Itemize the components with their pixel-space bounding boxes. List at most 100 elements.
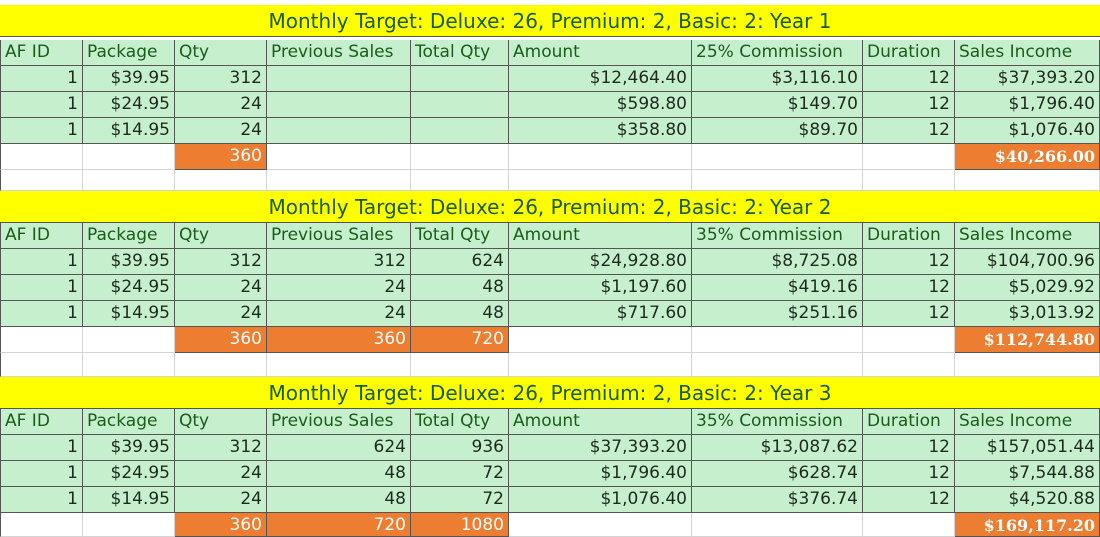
cell-previous-sales[interactable] [267, 118, 411, 144]
cell-commission[interactable]: $149.70 [692, 92, 863, 118]
cell-sales-income[interactable]: $4,520.88 [955, 487, 1100, 513]
total-qty-cell[interactable]: 360 [175, 513, 267, 537]
cell-package[interactable]: $24.95 [83, 461, 175, 487]
cell-sales-income[interactable]: $3,013.92 [955, 301, 1100, 327]
cell-package[interactable]: $24.95 [83, 92, 175, 118]
cell-sales-income[interactable]: $7,544.88 [955, 461, 1100, 487]
header-total-qty[interactable]: Total Qty [411, 409, 509, 435]
cell-empty[interactable] [175, 353, 267, 377]
cell-commission[interactable]: $251.16 [692, 301, 863, 327]
total-previous-sales-cell[interactable]: 720 [267, 513, 411, 537]
cell-empty[interactable] [509, 170, 692, 191]
cell-empty[interactable] [509, 353, 692, 377]
cell-af-id[interactable]: 1 [0, 461, 83, 487]
cell-empty[interactable] [83, 327, 175, 353]
cell-previous-sales[interactable]: 312 [267, 249, 411, 275]
header-package[interactable]: Package [83, 223, 175, 249]
header-commission[interactable]: 25% Commission [692, 40, 863, 66]
total-qty-cell[interactable]: 360 [175, 327, 267, 353]
cell-total-qty[interactable]: 48 [411, 301, 509, 327]
cell-empty[interactable] [509, 144, 692, 170]
header-previous-sales[interactable]: Previous Sales [267, 223, 411, 249]
cell-empty[interactable] [692, 327, 863, 353]
cell-total-qty[interactable]: 72 [411, 487, 509, 513]
cell-previous-sales[interactable]: 624 [267, 435, 411, 461]
cell-duration[interactable]: 12 [863, 66, 955, 92]
header-sales-income[interactable]: Sales Income [955, 40, 1100, 66]
cell-empty[interactable] [411, 170, 509, 191]
cell-empty[interactable] [0, 144, 83, 170]
cell-empty[interactable] [0, 327, 83, 353]
header-previous-sales[interactable]: Previous Sales [267, 40, 411, 66]
header-duration[interactable]: Duration [863, 409, 955, 435]
cell-af-id[interactable]: 1 [0, 249, 83, 275]
total-previous-sales-cell[interactable]: 360 [267, 327, 411, 353]
cell-amount[interactable]: $12,464.40 [509, 66, 692, 92]
cell-empty[interactable] [83, 513, 175, 537]
cell-previous-sales[interactable]: 24 [267, 301, 411, 327]
cell-sales-income[interactable]: $37,393.20 [955, 66, 1100, 92]
cell-qty[interactable]: 24 [175, 275, 267, 301]
cell-empty[interactable] [0, 353, 83, 377]
cell-amount[interactable]: $358.80 [509, 118, 692, 144]
cell-total-qty[interactable] [411, 66, 509, 92]
cell-empty[interactable] [83, 144, 175, 170]
header-sales-income[interactable]: Sales Income [955, 409, 1100, 435]
cell-af-id[interactable]: 1 [0, 435, 83, 461]
header-amount[interactable]: Amount [509, 223, 692, 249]
header-af-id[interactable]: AF ID [0, 409, 83, 435]
cell-previous-sales[interactable]: 24 [267, 275, 411, 301]
cell-package[interactable]: $39.95 [83, 249, 175, 275]
cell-qty[interactable]: 24 [175, 301, 267, 327]
cell-af-id[interactable]: 1 [0, 275, 83, 301]
header-duration[interactable]: Duration [863, 40, 955, 66]
cell-empty[interactable] [509, 513, 692, 537]
cell-commission[interactable]: $89.70 [692, 118, 863, 144]
cell-duration[interactable]: 12 [863, 301, 955, 327]
cell-commission[interactable]: $419.16 [692, 275, 863, 301]
section-title[interactable]: Monthly Target: Deluxe: 26, Premium: 2, … [0, 191, 1100, 223]
cell-qty[interactable]: 312 [175, 66, 267, 92]
header-total-qty[interactable]: Total Qty [411, 223, 509, 249]
cell-empty[interactable] [692, 170, 863, 191]
cell-amount[interactable]: $598.80 [509, 92, 692, 118]
total-total-qty-cell[interactable] [411, 144, 509, 170]
cell-empty[interactable] [692, 353, 863, 377]
header-previous-sales[interactable]: Previous Sales [267, 409, 411, 435]
cell-previous-sales[interactable] [267, 92, 411, 118]
cell-qty[interactable]: 24 [175, 487, 267, 513]
cell-amount[interactable]: $1,796.40 [509, 461, 692, 487]
total-sales-income-cell[interactable]: $40,266.00 [955, 144, 1100, 170]
cell-empty[interactable] [955, 170, 1100, 191]
total-previous-sales-cell[interactable] [267, 144, 411, 170]
header-commission[interactable]: 35% Commission [692, 223, 863, 249]
cell-commission[interactable]: $8,725.08 [692, 249, 863, 275]
total-sales-income-cell[interactable]: $112,744.80 [955, 327, 1100, 353]
cell-previous-sales[interactable] [267, 66, 411, 92]
cell-package[interactable]: $39.95 [83, 435, 175, 461]
cell-empty[interactable] [267, 353, 411, 377]
cell-af-id[interactable]: 1 [0, 118, 83, 144]
cell-total-qty[interactable]: 624 [411, 249, 509, 275]
total-sales-income-cell[interactable]: $169,117.20 [955, 513, 1100, 537]
header-amount[interactable]: Amount [509, 40, 692, 66]
cell-empty[interactable] [863, 513, 955, 537]
cell-empty[interactable] [863, 144, 955, 170]
cell-duration[interactable]: 12 [863, 461, 955, 487]
cell-previous-sales[interactable]: 48 [267, 487, 411, 513]
cell-empty[interactable] [692, 513, 863, 537]
cell-qty[interactable]: 24 [175, 461, 267, 487]
header-duration[interactable]: Duration [863, 223, 955, 249]
cell-af-id[interactable]: 1 [0, 301, 83, 327]
cell-total-qty[interactable]: 936 [411, 435, 509, 461]
total-total-qty-cell[interactable]: 720 [411, 327, 509, 353]
header-af-id[interactable]: AF ID [0, 40, 83, 66]
cell-sales-income[interactable]: $5,029.92 [955, 275, 1100, 301]
cell-commission[interactable]: $13,087.62 [692, 435, 863, 461]
cell-af-id[interactable]: 1 [0, 92, 83, 118]
cell-qty[interactable]: 24 [175, 92, 267, 118]
cell-duration[interactable]: 12 [863, 92, 955, 118]
cell-qty[interactable]: 312 [175, 435, 267, 461]
header-amount[interactable]: Amount [509, 409, 692, 435]
cell-empty[interactable] [863, 327, 955, 353]
